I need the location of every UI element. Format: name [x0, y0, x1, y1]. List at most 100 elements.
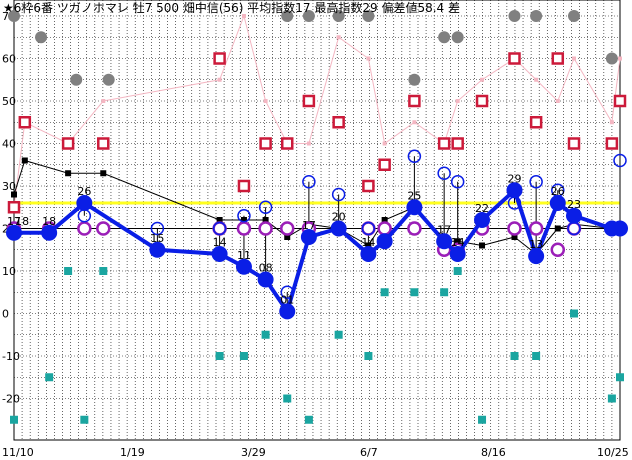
pink-square-point — [362, 179, 375, 193]
black-series-point — [11, 191, 17, 198]
pink-square-point — [529, 116, 543, 129]
data-label: 20 — [332, 211, 346, 224]
data-label: 26 — [77, 185, 91, 198]
main-series-point — [76, 195, 93, 211]
y-tick-label: 30 — [2, 180, 16, 193]
gray-point — [438, 31, 451, 44]
pink-series-point — [572, 56, 577, 61]
data-label: 29 — [507, 172, 521, 185]
pink-series-point — [366, 56, 371, 61]
teal-square-point — [453, 267, 462, 275]
main-series-point — [549, 195, 566, 211]
black-series-point — [21, 157, 28, 164]
main-series-point — [257, 271, 274, 288]
data-label: 26 — [551, 185, 565, 198]
main-series-point — [41, 224, 58, 241]
pink-series-line — [13, 14, 621, 208]
pink-series-point — [263, 99, 268, 103]
main-series-line — [14, 186, 620, 317]
data-label: 25 — [407, 189, 421, 202]
black-series-point — [479, 242, 486, 249]
data-label: 13 — [529, 238, 543, 251]
data-label: 17 — [437, 223, 451, 236]
open-circle-point — [237, 209, 251, 223]
open-circle-point — [613, 153, 627, 168]
x-tick-label: 8/16 — [481, 446, 506, 459]
open-circle-point — [529, 175, 543, 189]
data-label: 18 — [42, 215, 56, 228]
pink-series-point — [101, 99, 106, 103]
open-circle-point — [377, 234, 392, 248]
open-circle-point — [361, 221, 376, 236]
purple-circle-point — [77, 221, 92, 236]
data-label: 14 — [213, 236, 227, 249]
open-circle-point — [450, 175, 465, 189]
black-series-point — [554, 225, 561, 232]
teal-square-point — [304, 415, 313, 424]
black-series-point — [511, 234, 518, 240]
pink-series-point — [241, 14, 246, 18]
teal-square-point — [239, 352, 248, 360]
pink-square-point — [551, 52, 565, 65]
black-series-point — [100, 170, 107, 177]
teal-square-point — [215, 352, 224, 360]
teal-square-point — [616, 373, 624, 382]
x-tick-labels: 11/10 1/19 3/29 6/7 8/16 10/25 — [2, 446, 629, 459]
main-series-point — [211, 246, 228, 262]
pink-square-point — [61, 137, 75, 150]
purple-circle-point — [279, 221, 295, 236]
teal-square-point — [261, 330, 270, 339]
gray-point — [70, 73, 83, 86]
teal-square-point — [380, 288, 389, 297]
pink-square-point — [7, 201, 21, 214]
open-circle-point — [280, 285, 294, 299]
pink-series-point — [217, 77, 222, 82]
main-series-point — [566, 207, 583, 224]
main-series-point — [406, 199, 423, 216]
open-circle-point — [475, 213, 489, 227]
data-label: 22 — [475, 202, 489, 215]
black-series-point — [284, 234, 291, 240]
pink-series-point — [455, 99, 460, 103]
main-series-point — [279, 303, 296, 320]
main-series-point — [436, 233, 453, 250]
teal-square-point — [570, 309, 579, 318]
y-tick-label: 10 — [2, 265, 16, 278]
open-circle-point — [407, 149, 422, 163]
teal-square-point — [10, 415, 18, 424]
main-series-point — [300, 229, 317, 245]
open-circle-point — [77, 209, 92, 223]
data-label: 18 — [15, 215, 29, 228]
series-layer — [6, 10, 628, 424]
x-tick-label: 3/29 — [241, 446, 266, 459]
pink-square-point — [237, 179, 251, 193]
y-tick-label: 40 — [2, 138, 16, 151]
data-label: 17 — [7, 215, 21, 228]
pink-square-point — [332, 116, 345, 129]
main-series-point — [528, 248, 545, 265]
main-series-point — [449, 246, 466, 262]
open-circle-point — [150, 221, 165, 236]
x-tick-label: 6/7 — [360, 446, 378, 459]
main-series-point — [6, 224, 22, 241]
pink-series-point — [618, 56, 622, 61]
black-series-point — [65, 170, 72, 177]
pink-series-point — [480, 77, 485, 82]
teal-square-point — [478, 415, 487, 424]
purple-circle-point — [377, 221, 392, 236]
gray-point — [35, 31, 48, 44]
pink-square-point — [475, 94, 489, 108]
teal-square-point — [283, 394, 292, 403]
gray-point — [605, 52, 618, 65]
data-label: 11 — [237, 249, 251, 262]
open-circle-point — [331, 187, 346, 202]
pink-series-point — [534, 77, 539, 82]
teal-square-point — [334, 330, 343, 339]
main-series-point — [235, 258, 252, 275]
pink-series-point — [382, 141, 387, 146]
gray-point — [568, 10, 581, 22]
y-tick-label: 50 — [2, 95, 16, 108]
purple-circle-point — [407, 221, 422, 236]
